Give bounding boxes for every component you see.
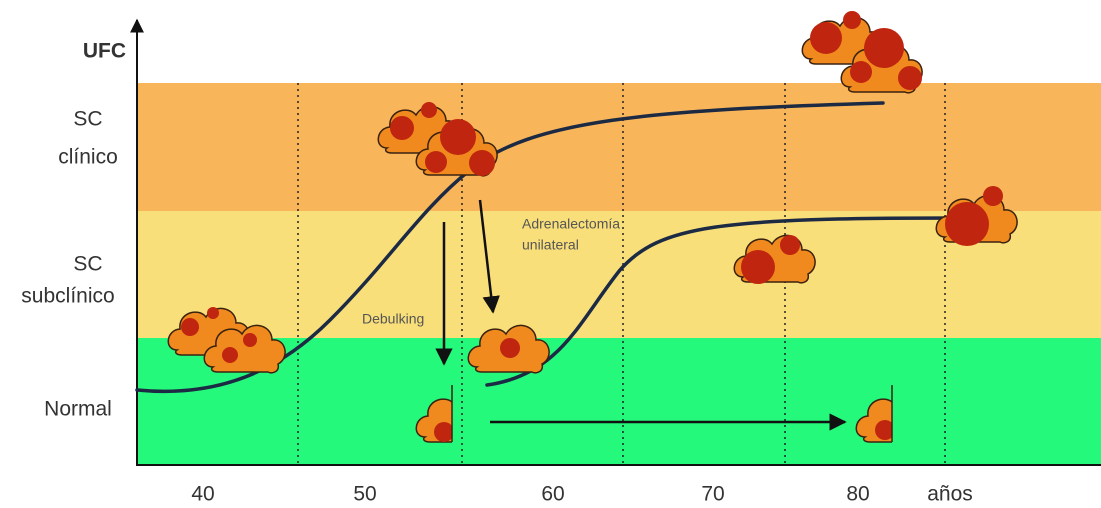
zone-label: SC xyxy=(73,108,102,131)
x-label: 40 xyxy=(191,483,214,506)
x-label: 50 xyxy=(353,483,376,506)
x-label: 70 xyxy=(701,483,724,506)
zone-label: SC xyxy=(73,253,102,276)
annotation: Adrenalectomía xyxy=(522,216,620,232)
x-unit: años xyxy=(927,483,973,506)
annotation: Debulking xyxy=(362,311,424,327)
zone-label: clínico xyxy=(58,146,118,169)
x-label: 60 xyxy=(541,483,564,506)
x-label: 80 xyxy=(846,483,869,506)
annotation: unilateral xyxy=(522,237,579,253)
diagram: UFC SC clínico SC subclínico Normal 40 5… xyxy=(0,0,1101,508)
y-axis-label: UFC xyxy=(83,40,126,63)
zone-label: subclínico xyxy=(21,285,114,308)
zone-label: Normal xyxy=(44,398,112,421)
